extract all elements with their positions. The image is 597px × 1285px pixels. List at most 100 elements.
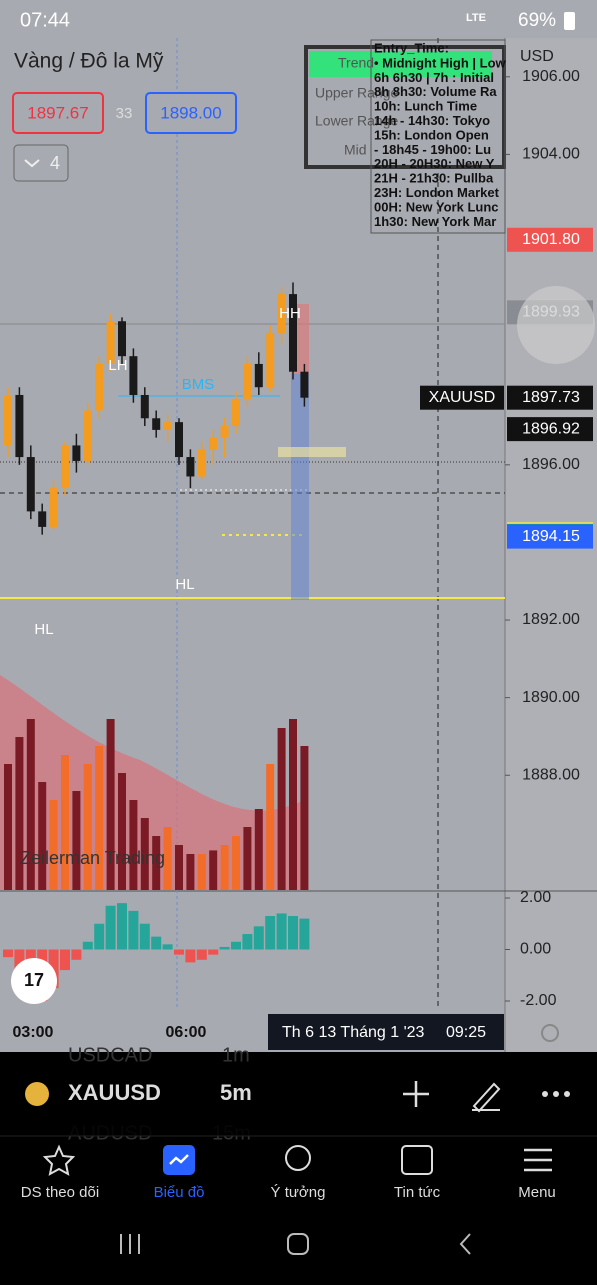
candle-body [152,418,161,430]
time-label: 03:00 [13,1024,54,1041]
candle-body [118,321,126,357]
more-icon[interactable] [542,1091,570,1097]
volume-bar [175,845,183,890]
settings-icon[interactable] [541,1024,559,1042]
battery-icon [564,12,575,30]
candle-body [129,356,138,395]
entry-title: Entry_Time: [374,40,449,55]
status-time: 07:44 [20,9,70,31]
volume-bar [106,719,115,890]
volume-bar [4,764,12,890]
currency[interactable]: USD [520,48,554,65]
sys-home[interactable] [287,1233,309,1255]
float-button[interactable] [517,286,595,364]
symbol-tag-label: XAUUSD [429,389,496,406]
osc-bar [128,910,139,950]
price-tag-label: 1901.80 [522,231,580,248]
volume-bar [232,836,240,890]
price-tag-label: 1894.15 [522,528,580,545]
nav-icon[interactable] [524,1148,552,1172]
nav-label[interactable]: Tin tức [394,1184,441,1201]
entry-line: 6h 6h30 | 7h : Initial [374,70,494,85]
cursor-time: 09:25 [446,1024,486,1041]
osc-bar [14,949,25,971]
buy-button[interactable] [145,92,237,134]
price-tick-label: 1904.00 [522,146,580,163]
nav-icon[interactable] [401,1145,433,1175]
osc-tick-label: 0.00 [520,941,551,958]
nav-icon[interactable] [285,1145,311,1171]
candle-body [289,294,297,372]
osc-bar [60,949,70,971]
osc-bar [208,949,219,955]
indicator-count: 4 [50,153,60,173]
osc-bar [219,946,230,950]
entry-line: 20H - 20H30: New Y [374,156,495,171]
volume-bar [186,854,195,890]
candle-body [300,371,309,398]
osc-bar [196,949,207,960]
candle-body [38,511,47,527]
candle-body [175,422,183,458]
add-icon[interactable] [403,1081,429,1107]
symbol-name: Vàng / Đô la Mỹ [14,50,164,73]
tv-logo [11,958,57,1004]
volume-bar [15,737,24,890]
price-tag [507,385,593,410]
draw-icon[interactable] [472,1082,501,1113]
status-bar [0,0,597,38]
sys-recent[interactable] [120,1234,140,1254]
volume-bar [49,800,58,890]
ask: 1898.00 [160,103,221,122]
osc-bar [3,949,13,958]
nav-icon[interactable] [42,1144,76,1176]
entry-box [370,39,506,234]
behind-item: 1m [222,1044,250,1066]
hh-label: HH [279,305,301,322]
indicator-toggle[interactable] [13,144,69,182]
candle-body [61,445,69,489]
price-tick-label: 1896.00 [522,456,580,473]
candle-body [72,445,81,461]
nav-label[interactable]: Ý tưởng [271,1184,326,1201]
time-label: 06:00 [166,1024,207,1041]
nav-label[interactable]: Menu [518,1184,556,1201]
price-tag [507,417,593,442]
candle-body [163,422,172,430]
osc-bar [288,916,298,950]
price-tag [507,227,593,252]
candle-body [220,426,229,438]
candle-body [106,321,115,364]
entry-line: - 18h45 - 19h00: Lu [374,142,491,157]
candle-body [4,394,12,446]
osc-bar [299,918,310,950]
nav-label[interactable]: DS theo dõi [21,1184,99,1201]
sys-back[interactable] [459,1233,471,1255]
candle-body [266,332,275,388]
candle-body [254,363,263,388]
volume-bar [300,746,309,890]
candle-body [277,294,286,333]
cursor-time-bg [268,1014,504,1050]
volume-bar [209,850,218,890]
candle-body [95,363,104,411]
volume-bar [266,764,275,890]
gold-icon [25,1082,49,1106]
volume-bar [152,836,161,890]
sell-button[interactable] [12,92,104,134]
behind-item: USDCAD [68,1044,152,1066]
hl-label: HL [34,621,53,638]
bid: 1897.67 [27,103,88,122]
osc-bar [117,903,127,950]
osc-bar [139,923,150,950]
nav-label[interactable]: Biểu đồ [154,1184,205,1201]
entry-line: 1h30: New York Mar [374,214,496,229]
candle-body [49,488,58,527]
toolbar-interval[interactable]: 5m [220,1080,252,1105]
osc-bar [265,916,276,950]
candle-body [15,394,24,458]
candle-body [186,457,195,477]
toolbar-symbol[interactable]: XAUUSD [68,1080,161,1105]
osc-bar [162,944,173,950]
volume-pane [0,675,309,890]
